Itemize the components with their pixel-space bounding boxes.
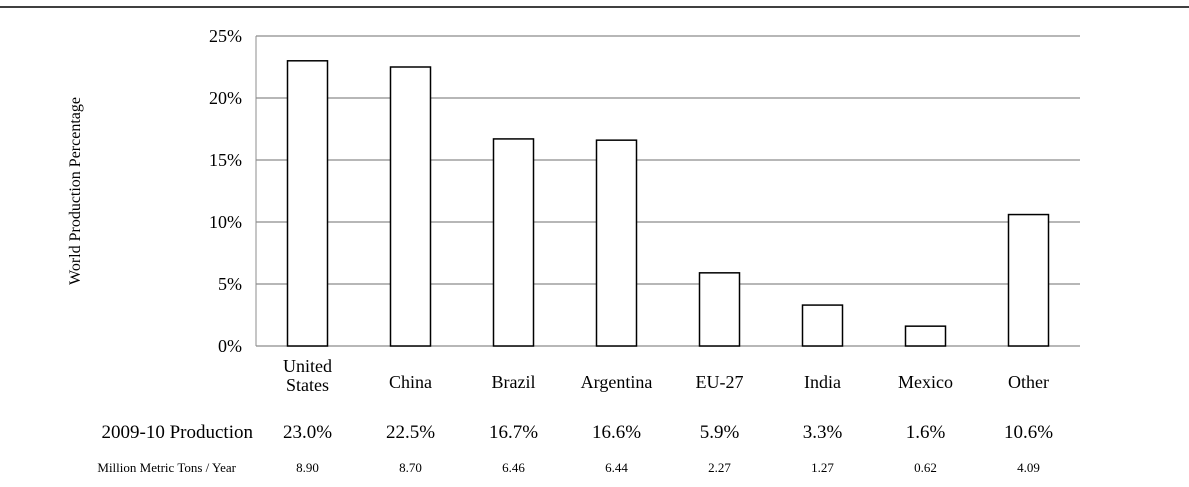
bar: [904, 325, 947, 347]
table-cell: 10.6%: [1004, 422, 1053, 443]
x-category-label-line: Other: [1008, 372, 1049, 392]
x-category-label: Brazil: [492, 372, 536, 392]
y-tick-label: 0%: [218, 336, 242, 356]
table-cell: 4.09: [1017, 460, 1040, 475]
bar: [1007, 213, 1050, 347]
y-axis-title: World Production Percentage: [67, 97, 84, 285]
table-cell: 23.0%: [283, 422, 332, 443]
x-category-label-line: Argentina: [581, 372, 653, 392]
x-category-label-line: China: [389, 372, 432, 392]
x-category-label: India: [804, 372, 841, 392]
table-cell: 1.27: [811, 460, 834, 475]
x-category-label: Other: [1008, 372, 1049, 392]
gridlines: [256, 35, 1080, 347]
y-tick-label: 5%: [218, 274, 242, 294]
bar: [698, 272, 741, 347]
x-category-label-line: India: [804, 372, 841, 392]
bar: [389, 66, 432, 347]
x-category-label: China: [389, 372, 432, 392]
table-row-label: Million Metric Tons / Year: [97, 460, 236, 475]
y-tick-label: 15%: [209, 150, 242, 170]
table-row-label: 2009-10 Production: [102, 422, 254, 443]
x-category-label: Argentina: [581, 372, 653, 392]
table-cell: 3.3%: [803, 422, 843, 443]
table-cell: 5.9%: [700, 422, 740, 443]
bar: [801, 304, 844, 347]
x-category-label: EU-27: [696, 372, 744, 392]
bar: [595, 139, 638, 347]
table-cell: 8.90: [296, 460, 319, 475]
x-category-label-line: EU-27: [696, 372, 744, 392]
y-tick-label: 20%: [209, 88, 242, 108]
x-category-label-line: Brazil: [492, 372, 536, 392]
x-category-label-line: United: [283, 356, 332, 376]
x-category-label-line: Mexico: [898, 372, 953, 392]
table-cell: 1.6%: [906, 422, 946, 443]
x-category-label: United States: [283, 356, 332, 395]
table-cell: 6.44: [605, 460, 628, 475]
table-cell: 6.46: [502, 460, 525, 475]
x-category-label: Mexico: [898, 372, 953, 392]
table-cell: 16.7%: [489, 422, 538, 443]
bar: [492, 138, 535, 347]
bar: [286, 60, 329, 347]
table-cell: 16.6%: [592, 422, 641, 443]
table-cell: 8.70: [399, 460, 422, 475]
x-category-labels: United States China Brazil Argentina EU-27 Ind…: [283, 356, 1049, 395]
table-cell: 2.27: [708, 460, 731, 475]
table-cell: 22.5%: [386, 422, 435, 443]
y-tick-label: 10%: [209, 212, 242, 232]
y-tick-label: 25%: [209, 26, 242, 46]
table-cell: 0.62: [914, 460, 937, 475]
y-tick-labels: 0% 5% 10% 15% 20% 25%: [209, 26, 242, 356]
data-table: 2009-10 Production 23.0% 22.5% 16.7% 16.6% 5.…: [97, 422, 1053, 475]
x-category-label-line: States: [286, 375, 329, 395]
bars: [286, 60, 1050, 347]
